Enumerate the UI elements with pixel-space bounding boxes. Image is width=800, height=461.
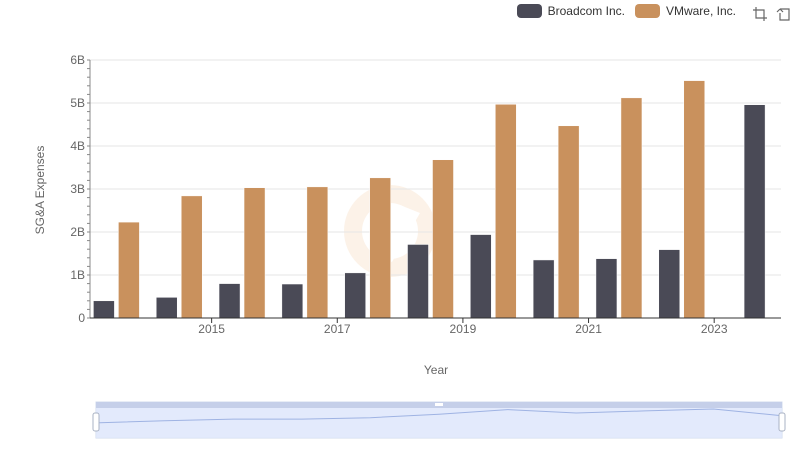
bar-broadcom-2017[interactable] xyxy=(281,283,304,319)
y-tick-label: 5B xyxy=(70,96,85,110)
bar-broadcom-2014[interactable] xyxy=(93,300,115,319)
slider-preview-line xyxy=(95,408,783,424)
y-tick-label: 1B xyxy=(70,268,85,282)
x-tick-label: 2017 xyxy=(324,322,351,336)
bar-vmware-2016[interactable] xyxy=(243,187,266,319)
y-axis-label: SG&A Expenses xyxy=(33,146,47,235)
chart-toolbox xyxy=(752,6,792,22)
legend-label-vmware: VMware, Inc. xyxy=(665,4,736,18)
bar-broadcom-2015[interactable] xyxy=(155,297,178,319)
bar-broadcom-2019[interactable] xyxy=(407,244,429,319)
slider-handle-left[interactable] xyxy=(92,412,100,432)
bar-vmware-2014[interactable] xyxy=(118,221,140,319)
y-tick-label: 3B xyxy=(70,182,85,196)
restore-icon[interactable] xyxy=(776,6,792,22)
legend-item-vmware[interactable]: VMware, Inc. xyxy=(634,4,736,18)
slider-handle-right[interactable] xyxy=(778,412,786,432)
bar-broadcom-2016[interactable] xyxy=(218,283,241,319)
bar-broadcom-2023[interactable] xyxy=(658,249,681,319)
bar-vmware-2018[interactable] xyxy=(369,177,391,319)
bar-vmware-2019[interactable] xyxy=(432,159,454,319)
bar-vmware-2022[interactable] xyxy=(620,97,643,319)
zoom-icon[interactable] xyxy=(752,6,768,22)
bar-broadcom-2022[interactable] xyxy=(595,258,618,319)
data-zoom-slider[interactable] xyxy=(92,401,786,439)
slider-grip[interactable] xyxy=(435,403,443,406)
chart-legend: Broadcom Inc. VMware, Inc. xyxy=(516,4,736,18)
bar-vmware-2020[interactable] xyxy=(495,104,517,319)
x-tick-label: 2019 xyxy=(450,322,477,336)
bar-broadcom-2024[interactable] xyxy=(743,104,766,319)
bar-vmware-2021[interactable] xyxy=(557,125,580,319)
y-tick-label: 6B xyxy=(70,53,85,67)
x-tick-label: 2015 xyxy=(198,322,225,336)
bar-broadcom-2020[interactable] xyxy=(470,234,492,319)
x-axis-label: Year xyxy=(424,363,448,377)
bar-vmware-2015[interactable] xyxy=(180,195,203,319)
bar-vmware-2023[interactable] xyxy=(683,80,706,319)
x-tick-label: 2021 xyxy=(575,322,602,336)
y-tick-label: 4B xyxy=(70,139,85,153)
bar-broadcom-2018[interactable] xyxy=(344,272,366,319)
bar-broadcom-2021[interactable] xyxy=(532,259,555,319)
bar-vmware-2017[interactable] xyxy=(306,186,329,319)
legend-label-broadcom: Broadcom Inc. xyxy=(547,4,625,18)
legend-item-broadcom[interactable]: Broadcom Inc. xyxy=(516,4,625,18)
y-tick-label: 0 xyxy=(78,311,85,325)
x-tick-label: 2023 xyxy=(701,322,728,336)
y-tick-label: 2B xyxy=(70,225,85,239)
legend-swatch-broadcom xyxy=(516,4,542,18)
legend-swatch-vmware xyxy=(634,4,660,18)
